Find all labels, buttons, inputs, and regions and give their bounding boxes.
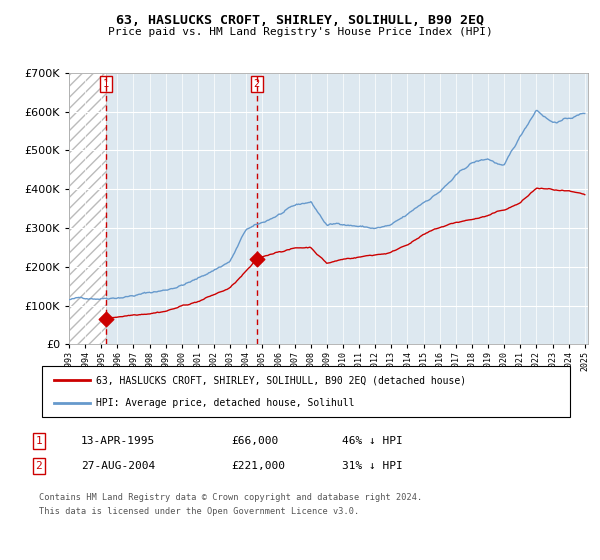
Text: HPI: Average price, detached house, Solihull: HPI: Average price, detached house, Soli… bbox=[96, 398, 355, 408]
Text: 63, HASLUCKS CROFT, SHIRLEY, SOLIHULL, B90 2EQ: 63, HASLUCKS CROFT, SHIRLEY, SOLIHULL, B… bbox=[116, 14, 484, 27]
Text: 27-AUG-2004: 27-AUG-2004 bbox=[81, 461, 155, 471]
Point bbox=[252, 254, 262, 263]
Point bbox=[101, 314, 110, 323]
Text: This data is licensed under the Open Government Licence v3.0.: This data is licensed under the Open Gov… bbox=[39, 507, 359, 516]
Text: 31% ↓ HPI: 31% ↓ HPI bbox=[342, 461, 403, 471]
Text: 2: 2 bbox=[254, 78, 260, 88]
Text: 63, HASLUCKS CROFT, SHIRLEY, SOLIHULL, B90 2EQ (detached house): 63, HASLUCKS CROFT, SHIRLEY, SOLIHULL, B… bbox=[96, 375, 466, 385]
Text: 13-APR-1995: 13-APR-1995 bbox=[81, 436, 155, 446]
Text: £221,000: £221,000 bbox=[231, 461, 285, 471]
Bar bbox=[69, 73, 106, 344]
Text: Price paid vs. HM Land Registry's House Price Index (HPI): Price paid vs. HM Land Registry's House … bbox=[107, 27, 493, 37]
Text: £66,000: £66,000 bbox=[231, 436, 278, 446]
Text: 1: 1 bbox=[35, 436, 43, 446]
Text: Contains HM Land Registry data © Crown copyright and database right 2024.: Contains HM Land Registry data © Crown c… bbox=[39, 493, 422, 502]
Text: 1: 1 bbox=[103, 78, 109, 88]
Text: 2: 2 bbox=[35, 461, 43, 471]
Text: 46% ↓ HPI: 46% ↓ HPI bbox=[342, 436, 403, 446]
